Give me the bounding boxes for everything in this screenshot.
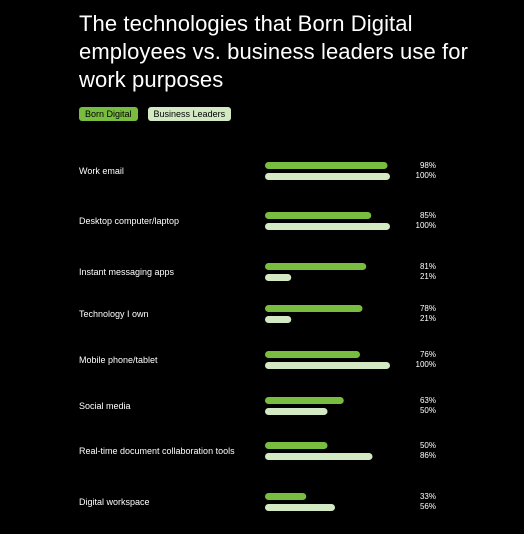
bar-business-leaders-work-email [265,173,390,180]
value-label-business-leaders-social-media: 50% [419,406,436,415]
value-label-born-digital-desktop-computer-laptop: 85% [419,211,436,220]
chart-title: The technologies that Born Digital emplo… [79,11,468,92]
bar-born-digital-social-media [265,397,344,404]
category-label-work-email: Work email [79,165,124,176]
bar-born-digital-work-email [265,162,388,169]
value-label-born-digital-social-media: 63% [419,396,436,405]
value-label-business-leaders-instant-messaging-apps: 21% [419,272,436,281]
bar-business-leaders-mobile-phone-tablet [265,362,390,369]
bar-born-digital-technology-i-own [265,305,363,312]
category-label-instant-messaging-apps: Instant messaging apps [79,266,175,277]
value-label-born-digital-digital-workspace: 33% [419,492,436,501]
bar-business-leaders-real-time-document-collaboration-tools [265,453,373,460]
value-label-born-digital-mobile-phone-tablet: 76% [419,350,436,359]
bar-born-digital-instant-messaging-apps [265,263,367,270]
bar-born-digital-desktop-computer-laptop [265,212,372,219]
bar-business-leaders-digital-workspace [265,504,335,511]
legend-business-leaders: Business Leaders [147,107,232,121]
value-label-born-digital-work-email: 98% [419,161,436,170]
bar-business-leaders-instant-messaging-apps [265,274,292,281]
value-label-business-leaders-technology-i-own: 21% [419,314,436,323]
category-label-real-time-document-collaboration-tools: Real-time document collaboration tools [79,445,235,456]
bar-born-digital-mobile-phone-tablet [265,351,360,358]
value-label-born-digital-instant-messaging-apps: 81% [419,262,436,271]
legend-born-digital: Born Digital [79,107,138,121]
value-label-business-leaders-work-email: 100% [415,171,436,180]
category-label-digital-workspace: Digital workspace [79,496,150,507]
category-label-technology-i-own: Technology I own [79,308,149,319]
category-label-mobile-phone-tablet: Mobile phone/tablet [79,354,158,365]
category-label-social-media: Social media [79,400,131,411]
value-label-born-digital-real-time-document-collaboration-tools: 50% [419,441,436,450]
value-label-business-leaders-digital-workspace: 56% [419,502,436,511]
value-label-business-leaders-desktop-computer-laptop: 100% [415,221,436,230]
bar-business-leaders-social-media [265,408,328,415]
value-label-business-leaders-real-time-document-collaboration-tools: 86% [419,451,436,460]
bar-business-leaders-technology-i-own [265,316,292,323]
bar-born-digital-digital-workspace [265,493,307,500]
legend: Born Digital Business Leaders [79,107,232,121]
bar-business-leaders-desktop-computer-laptop [265,223,390,230]
category-label-desktop-computer-laptop: Desktop computer/laptop [79,215,180,226]
value-label-business-leaders-mobile-phone-tablet: 100% [415,360,436,369]
bar-born-digital-real-time-document-collaboration-tools [265,442,328,449]
value-label-born-digital-technology-i-own: 78% [419,304,436,313]
